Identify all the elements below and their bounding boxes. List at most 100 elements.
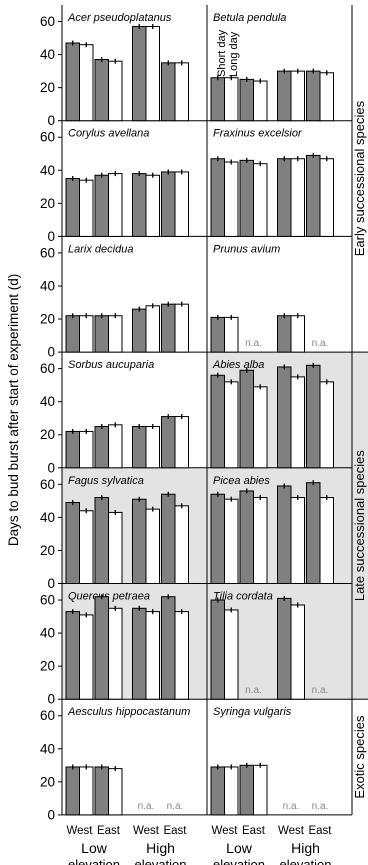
x-tick-label: West [133, 825, 160, 837]
na-label: n.a. [283, 801, 300, 812]
bar-long-day [79, 614, 94, 700]
y-tick-label: 60 [40, 361, 55, 376]
bar-long-day [174, 303, 189, 353]
bar-long-day [224, 609, 239, 700]
bar-long-day [253, 386, 268, 469]
bar-short-day [277, 366, 292, 469]
bar-long-day [145, 25, 160, 122]
bar-long-day [145, 425, 160, 469]
bar-short-day [210, 599, 225, 700]
x-group-label: High [291, 840, 320, 856]
bar-long-day [145, 305, 160, 353]
bar-long-day [224, 316, 239, 353]
bar-long-day [174, 62, 189, 122]
na-label: n.a. [245, 685, 262, 696]
bar-short-day [65, 42, 80, 122]
panel-title: Abies alba [212, 359, 264, 371]
bar-short-day [65, 766, 80, 816]
bar-short-day [161, 493, 176, 585]
bar-long-day [108, 315, 123, 353]
bar-short-day [277, 597, 292, 700]
bar-long-day [290, 376, 305, 469]
bar-short-day [210, 77, 225, 122]
bar-short-day [132, 425, 147, 469]
bar-long-day [145, 174, 160, 237]
panel-title: Picea abies [213, 475, 270, 487]
bar-short-day [210, 766, 225, 816]
y-tick-label: 40 [40, 47, 55, 62]
bar-long-day [319, 72, 334, 122]
bar-short-day [277, 70, 292, 122]
bar-long-day [319, 381, 334, 469]
bar-short-day [306, 70, 321, 122]
bar-long-day [79, 315, 94, 353]
y-tick-label: 20 [40, 427, 55, 442]
bar-short-day [94, 766, 109, 816]
bar-long-day [253, 163, 268, 237]
group-label: Exotic species [352, 715, 367, 799]
y-tick-label: 40 [40, 278, 55, 293]
bar-short-day [132, 308, 147, 353]
y-tick-label: 0 [47, 229, 55, 244]
group-label: Early successional species [352, 100, 367, 256]
bar-short-day [239, 78, 254, 122]
bar-short-day [161, 596, 176, 700]
bar-short-day [210, 316, 225, 353]
x-group-label: elevation [68, 857, 120, 865]
bar-long-day [79, 430, 94, 469]
bar-short-day [65, 611, 80, 700]
bar-long-day [174, 416, 189, 469]
x-tick-label: East [308, 825, 332, 837]
bar-short-day [132, 173, 147, 237]
bar-long-day [290, 158, 305, 237]
y-tick-label: 20 [40, 543, 55, 558]
x-group-label: elevation [213, 857, 265, 865]
bar-long-day [290, 70, 305, 122]
bar-long-day [108, 768, 123, 816]
x-tick-label: East [163, 825, 187, 837]
y-tick-label: 20 [40, 196, 55, 211]
bar-short-day [277, 485, 292, 584]
panel-title: Syringa vulgaris [213, 706, 292, 718]
bar-short-day [161, 416, 176, 469]
y-axis-title: Days to bud burst after start of experim… [6, 274, 21, 546]
bar-long-day [174, 505, 189, 584]
bar-short-day [210, 493, 225, 585]
panel-title: Fagus sylvatica [68, 475, 144, 487]
bar-short-day [210, 374, 225, 469]
x-tick-label: East [242, 825, 266, 837]
bar-long-day [253, 80, 268, 122]
bar-long-day [224, 161, 239, 237]
group-label: Late successional species [352, 450, 367, 602]
bar-short-day [277, 158, 292, 237]
y-tick-label: 60 [40, 130, 55, 145]
x-group-label: elevation [134, 857, 186, 865]
na-label: n.a. [312, 338, 329, 349]
y-tick-label: 20 [40, 80, 55, 95]
x-group-label: Low [81, 840, 108, 856]
bar-short-day [306, 364, 321, 469]
bar-short-day [94, 497, 109, 584]
legend-long-day: Long day [228, 31, 240, 77]
panel-title: Fraxinus excelsior [213, 128, 303, 140]
bar-long-day [290, 497, 305, 584]
y-tick-label: 20 [40, 774, 55, 789]
x-tick-label: West [278, 825, 305, 837]
bar-short-day [65, 502, 80, 585]
y-tick-label: 0 [47, 113, 55, 128]
y-tick-label: 60 [40, 593, 55, 608]
na-label: n.a. [245, 338, 262, 349]
bar-long-day [253, 764, 268, 816]
bar-long-day [224, 766, 239, 816]
bar-short-day [94, 425, 109, 469]
y-tick-label: 20 [40, 659, 55, 674]
bar-long-day [108, 60, 123, 122]
x-group-label: Low [226, 840, 253, 856]
bar-short-day [161, 303, 176, 353]
x-tick-label: East [97, 825, 121, 837]
bar-long-day [174, 171, 189, 237]
na-label: n.a. [312, 801, 329, 812]
bar-long-day [79, 44, 94, 122]
bar-short-day [277, 315, 292, 353]
